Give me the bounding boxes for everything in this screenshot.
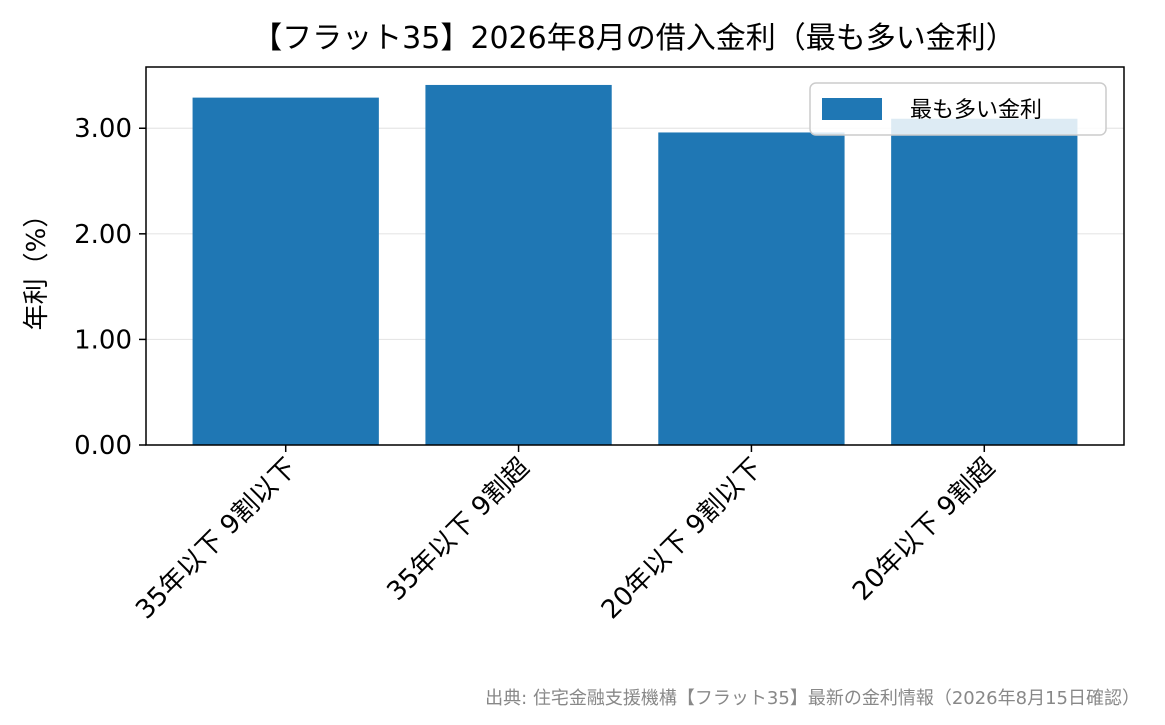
legend: 最も多い金利	[809, 82, 1107, 136]
source-note: 出典: 住宅金融支援機構【フラット35】最新の金利情報（2026年8月15日確認…	[485, 688, 1140, 709]
legend-label: 最も多い金利	[910, 98, 1042, 123]
bar-2	[658, 132, 845, 445]
bar-1	[425, 84, 612, 446]
chart-title: 【フラット35】2026年8月の借入金利（最も多い金利）	[252, 21, 1016, 56]
x-tick-label-0: 35年以下 9割以下	[130, 453, 302, 625]
x-tick-label-3: 20年以下 9割超	[847, 453, 1001, 607]
y-tick-label-0: 0.00	[74, 431, 132, 461]
legend-swatch	[822, 98, 882, 120]
x-tick-label-2: 20年以下 9割以下	[596, 453, 768, 625]
legend-box	[809, 82, 1107, 136]
bar-series	[192, 84, 1078, 446]
y-tick-label-3: 3.00	[74, 114, 132, 144]
plot-area-frame	[145, 66, 1125, 446]
x-tick-label-1: 35年以下 9割超	[381, 453, 535, 607]
bar-0	[192, 97, 379, 445]
bar-3	[891, 118, 1078, 445]
y-axis-label: 年利（%）	[22, 202, 52, 331]
y-axis-ticks: 0.00 1.00 2.00 3.00	[74, 114, 146, 461]
x-axis-ticks: 35年以下 9割以下 35年以下 9割超 20年以下 9割以下 20年以下 9割超	[130, 445, 1001, 625]
y-tick-label-1: 1.00	[74, 325, 132, 355]
y-tick-label-2: 2.00	[74, 220, 132, 250]
